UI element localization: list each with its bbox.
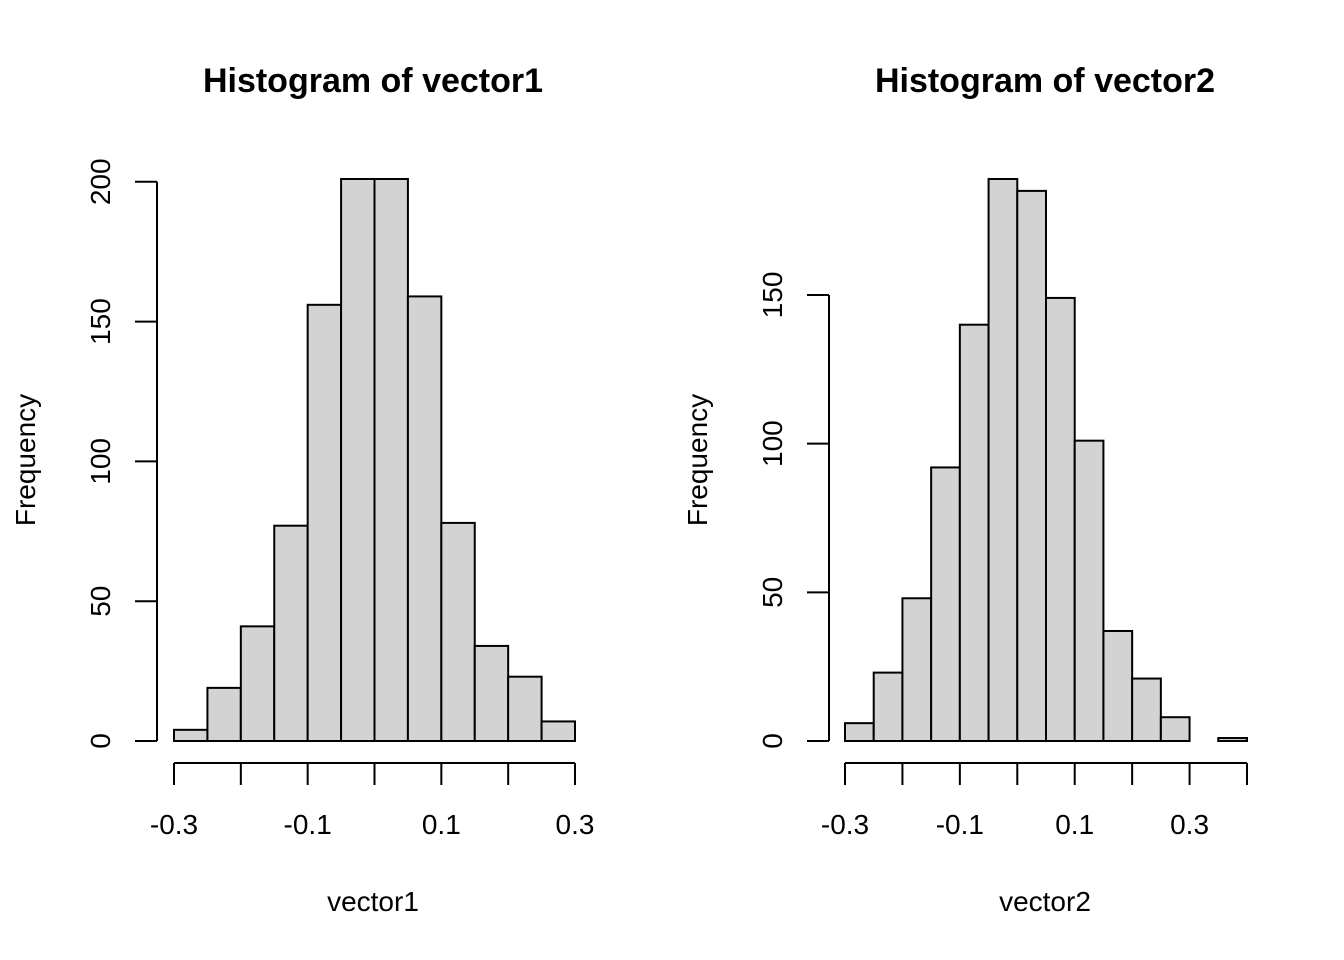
histogram-bar bbox=[507, 675, 543, 742]
y-tick-label: 100 bbox=[757, 420, 788, 467]
histogram-bar bbox=[1073, 439, 1105, 742]
histogram-bar bbox=[540, 720, 576, 742]
histogram-bar bbox=[958, 323, 990, 742]
x-tick-label: -0.3 bbox=[150, 809, 198, 840]
histogram-bar bbox=[1131, 677, 1162, 742]
y-tick-label: 150 bbox=[757, 272, 788, 319]
x-tick-label: 0.3 bbox=[1170, 809, 1209, 840]
histogram-panel-vector1: Histogram of vector1 vector1 Frequency -… bbox=[10, 62, 594, 917]
y-tick-label: 50 bbox=[85, 586, 116, 617]
x-tick-label: -0.3 bbox=[821, 809, 869, 840]
x-axis: -0.3 -0.1 0.1 0.3 bbox=[821, 762, 1248, 840]
chart-title: Histogram of vector1 bbox=[203, 62, 543, 100]
histogram-bar bbox=[340, 178, 376, 742]
histogram-bar bbox=[901, 597, 933, 742]
histogram-bar bbox=[1217, 737, 1249, 742]
y-axis-label: Frequency bbox=[682, 394, 713, 526]
x-tick-label: 0.3 bbox=[556, 809, 595, 840]
y-tick-label: 100 bbox=[85, 438, 116, 485]
y-axis: 0 50 100 150 200 bbox=[85, 158, 158, 749]
histogram-bar bbox=[273, 524, 309, 743]
histogram-bar bbox=[987, 178, 1019, 742]
histogram-bar bbox=[844, 722, 875, 743]
histogram-bar bbox=[1102, 629, 1134, 742]
histogram-bar bbox=[1045, 296, 1076, 742]
y-tick-label: 0 bbox=[757, 733, 788, 749]
y-tick-label: 200 bbox=[85, 158, 116, 205]
histogram-bar bbox=[239, 625, 276, 742]
histogram-bar bbox=[473, 644, 510, 742]
bars bbox=[844, 178, 1249, 743]
bars bbox=[173, 178, 576, 743]
histogram-bar bbox=[1016, 189, 1047, 743]
y-tick-label: 150 bbox=[85, 298, 116, 345]
histogram-bar bbox=[206, 686, 242, 742]
histogram-bar bbox=[930, 466, 961, 742]
histogram-bar bbox=[373, 178, 409, 742]
x-axis-label: vector1 bbox=[327, 886, 419, 917]
x-tick-label: -0.1 bbox=[284, 809, 332, 840]
x-tick-label: -0.1 bbox=[936, 809, 984, 840]
histogram-bar bbox=[173, 728, 209, 742]
y-axis: 0 50 100 150 bbox=[757, 272, 830, 749]
y-axis-label: Frequency bbox=[10, 394, 41, 526]
chart-title: Histogram of vector2 bbox=[875, 62, 1215, 100]
histogram-bar bbox=[440, 521, 476, 743]
x-axis-label: vector2 bbox=[999, 886, 1091, 917]
histogram-bar bbox=[406, 295, 443, 742]
y-tick-label: 50 bbox=[757, 577, 788, 608]
x-axis: -0.3 -0.1 0.1 0.3 bbox=[150, 762, 595, 840]
y-tick-label: 0 bbox=[85, 733, 116, 749]
histogram-bar bbox=[872, 671, 904, 742]
histogram-bar bbox=[1159, 716, 1191, 743]
x-tick-label: 0.1 bbox=[1055, 809, 1094, 840]
histogram-bar bbox=[306, 303, 343, 742]
x-tick-label: 0.1 bbox=[422, 809, 461, 840]
histogram-panel-vector2: Histogram of vector2 vector2 Frequency -… bbox=[682, 62, 1249, 917]
